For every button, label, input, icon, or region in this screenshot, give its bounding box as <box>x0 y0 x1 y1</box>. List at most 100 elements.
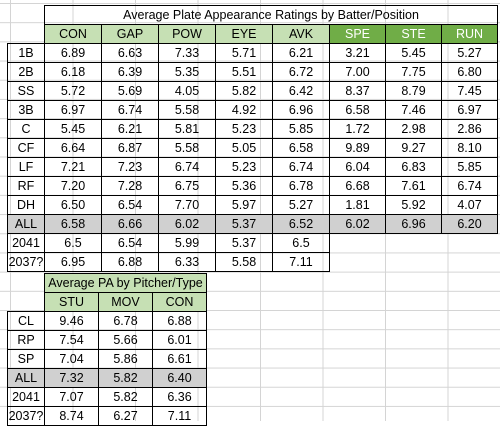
data-cell[interactable]: 6.58 <box>272 138 330 158</box>
data-cell[interactable]: 7.11 <box>272 252 330 272</box>
data-cell[interactable]: 5.05 <box>215 138 273 158</box>
data-cell[interactable]: 5.45 <box>44 119 102 139</box>
data-cell[interactable]: 6.04 <box>329 157 386 177</box>
data-cell[interactable]: 6.83 <box>385 157 442 177</box>
data-cell[interactable]: 5.37 <box>215 214 273 234</box>
data-cell[interactable]: 7.54 <box>44 330 99 350</box>
data-cell[interactable]: 6.01 <box>151 330 208 350</box>
data-cell[interactable]: 7.20 <box>44 176 102 196</box>
data-cell[interactable]: 6.21 <box>272 43 330 63</box>
row-label[interactable]: ALL <box>7 368 45 388</box>
data-cell[interactable]: 5.69 <box>101 81 159 101</box>
data-cell[interactable]: 8.79 <box>385 81 442 101</box>
data-cell[interactable]: 9.89 <box>329 138 386 158</box>
column-header[interactable]: POW <box>158 24 216 44</box>
column-header[interactable]: SPE <box>329 24 386 44</box>
data-cell[interactable]: 6.02 <box>158 214 216 234</box>
data-cell[interactable]: 5.99 <box>158 233 216 253</box>
data-cell[interactable]: 6.54 <box>101 195 159 215</box>
data-cell[interactable]: 8.37 <box>329 81 386 101</box>
data-cell[interactable]: 9.27 <box>385 138 442 158</box>
data-cell[interactable]: 6.97 <box>44 100 102 120</box>
data-cell[interactable]: 6.72 <box>272 62 330 82</box>
data-cell[interactable]: 6.88 <box>151 311 208 331</box>
data-cell[interactable]: 6.74 <box>158 157 216 177</box>
data-cell[interactable]: 7.11 <box>151 406 208 426</box>
row-label[interactable]: SS <box>7 81 45 101</box>
data-cell[interactable]: 9.46 <box>44 311 99 331</box>
data-cell[interactable]: 6.68 <box>329 176 386 196</box>
batter-table-title[interactable]: Average Plate Appearance Ratings by Batt… <box>43 5 499 25</box>
data-cell[interactable]: 6.87 <box>101 138 159 158</box>
data-cell[interactable]: 5.51 <box>215 62 273 82</box>
column-header[interactable]: GAP <box>101 24 159 44</box>
data-cell[interactable]: 5.35 <box>158 62 216 82</box>
data-cell[interactable]: 5.36 <box>215 176 273 196</box>
data-cell[interactable]: 5.86 <box>98 349 153 369</box>
data-cell[interactable]: 2.98 <box>385 119 442 139</box>
data-cell[interactable]: 2.86 <box>440 119 499 139</box>
data-cell[interactable]: 7.75 <box>385 62 442 82</box>
column-header[interactable]: CON <box>44 24 102 44</box>
row-label[interactable]: 2041 <box>7 387 45 407</box>
row-label[interactable]: CL <box>7 311 45 331</box>
data-cell[interactable]: 7.04 <box>44 349 99 369</box>
data-cell[interactable]: 6.5 <box>272 233 330 253</box>
data-cell[interactable]: 5.82 <box>98 368 153 388</box>
column-header[interactable]: RUN <box>440 24 499 44</box>
data-cell[interactable]: 6.18 <box>44 62 102 82</box>
data-cell[interactable]: 5.23 <box>215 157 273 177</box>
data-cell[interactable]: 5.72 <box>44 81 102 101</box>
data-cell[interactable]: 7.00 <box>329 62 386 82</box>
data-cell[interactable]: 6.50 <box>44 195 102 215</box>
data-cell[interactable]: 7.07 <box>44 387 99 407</box>
data-cell[interactable]: 4.07 <box>440 195 499 215</box>
data-cell[interactable]: 3.21 <box>329 43 386 63</box>
data-cell[interactable]: 6.74 <box>272 157 330 177</box>
column-header[interactable]: STE <box>385 24 442 44</box>
data-cell[interactable]: 5.58 <box>158 138 216 158</box>
row-label[interactable]: 2037? <box>7 252 45 272</box>
column-header[interactable]: CON <box>151 292 208 312</box>
data-cell[interactable]: 8.10 <box>440 138 499 158</box>
row-label[interactable]: LF <box>7 157 45 177</box>
data-cell[interactable]: 6.61 <box>151 349 208 369</box>
data-cell[interactable]: 6.89 <box>44 43 102 63</box>
data-cell[interactable]: 6.97 <box>440 100 499 120</box>
data-cell[interactable]: 6.58 <box>329 100 386 120</box>
data-cell[interactable]: 5.27 <box>272 195 330 215</box>
data-cell[interactable]: 6.02 <box>329 214 386 234</box>
data-cell[interactable]: 1.72 <box>329 119 386 139</box>
data-cell[interactable]: 1.81 <box>329 195 386 215</box>
data-cell[interactable]: 6.66 <box>101 214 159 234</box>
data-cell[interactable]: 6.95 <box>44 252 102 272</box>
data-cell[interactable]: 5.82 <box>98 387 153 407</box>
data-cell[interactable]: 4.92 <box>215 100 273 120</box>
data-cell[interactable]: 5.85 <box>272 119 330 139</box>
data-cell[interactable]: 6.96 <box>272 100 330 120</box>
data-cell[interactable]: 5.37 <box>215 233 273 253</box>
data-cell[interactable]: 6.39 <box>101 62 159 82</box>
column-header[interactable]: EYE <box>215 24 273 44</box>
row-label[interactable]: RF <box>7 176 45 196</box>
data-cell[interactable]: 5.58 <box>215 252 273 272</box>
data-cell[interactable]: 5.97 <box>215 195 273 215</box>
data-cell[interactable]: 5.81 <box>158 119 216 139</box>
data-cell[interactable]: 6.58 <box>44 214 102 234</box>
row-label[interactable]: CF <box>7 138 45 158</box>
row-label[interactable]: ALL <box>7 214 45 234</box>
data-cell[interactable]: 5.71 <box>215 43 273 63</box>
data-cell[interactable]: 5.85 <box>440 157 499 177</box>
data-cell[interactable]: 7.61 <box>385 176 442 196</box>
row-label[interactable]: SP <box>7 349 45 369</box>
row-label[interactable]: C <box>7 119 45 139</box>
data-cell[interactable]: 6.75 <box>158 176 216 196</box>
data-cell[interactable]: 6.42 <box>272 81 330 101</box>
data-cell[interactable]: 6.88 <box>101 252 159 272</box>
data-cell[interactable]: 6.20 <box>440 214 499 234</box>
column-header[interactable]: AVK <box>272 24 330 44</box>
data-cell[interactable]: 5.58 <box>158 100 216 120</box>
column-header[interactable]: STU <box>44 292 99 312</box>
data-cell[interactable]: 7.23 <box>101 157 159 177</box>
data-cell[interactable]: 6.21 <box>101 119 159 139</box>
